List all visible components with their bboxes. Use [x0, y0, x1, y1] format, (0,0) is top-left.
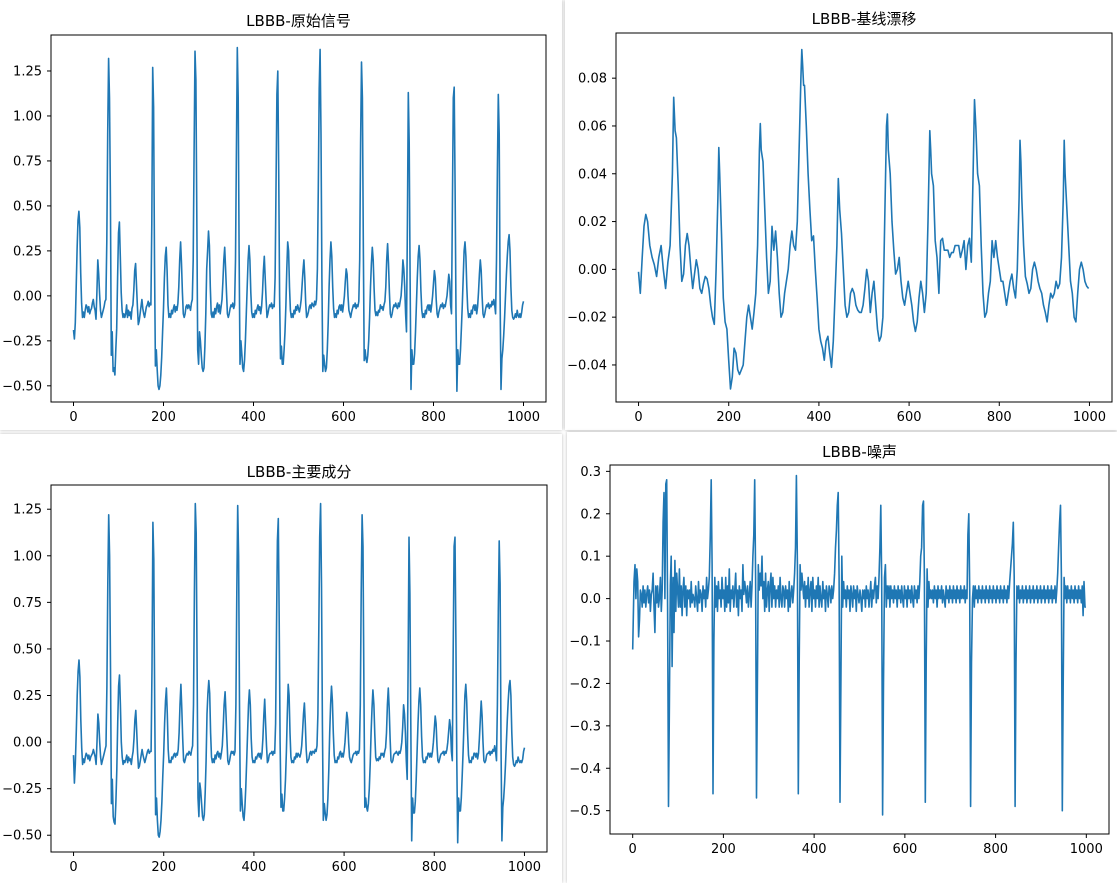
y-tick-label: −0.25	[2, 334, 42, 349]
x-tick-label: 1000	[1070, 842, 1103, 857]
chart-raw-signal: LBBB-原始信号 0 200 400 600 800 1000 −0.50 −0.25 0.00…	[2, 12, 547, 425]
x-tick-label: 800	[983, 842, 1008, 857]
y-tick-label: 0.06	[578, 119, 607, 134]
x-tick-label: 600	[892, 842, 917, 857]
y-tick-label: 0.0	[580, 592, 601, 607]
y-tick-label: −0.1	[569, 635, 601, 650]
y-tick-label: 0.08	[578, 72, 607, 87]
chart-panel-noise: LBBB-噪声 0 200 400 600 800 1000 −0.5 −0.4 −0.3 −0.2…	[567, 432, 1117, 883]
x-tick-label: 800	[421, 410, 446, 425]
chart-title-noise: LBBB-噪声	[822, 443, 897, 461]
y-tick-label: 0.50	[13, 199, 42, 214]
plot-frame	[615, 32, 1113, 403]
chart-panel-main-component: LBBB-主要成分 0 200 400 600 800 1000 −0.50 −0.25 0.00…	[0, 434, 562, 883]
x-tick-label: 400	[802, 842, 827, 857]
plot-frame	[50, 484, 548, 853]
x-tick-label: 200	[716, 410, 741, 425]
chart-title-main-component: LBBB-主要成分	[247, 463, 352, 481]
y-tick-label: 0.25	[13, 689, 42, 704]
x-tick-label: 800	[422, 860, 447, 875]
y-tick-label: −0.5	[569, 804, 601, 819]
x-tick-label: 800	[987, 410, 1012, 425]
x-tick-label: 400	[241, 410, 266, 425]
x-tick-label: 0	[634, 410, 642, 425]
y-tick-label: 1.00	[13, 549, 42, 564]
x-tick-label: 600	[331, 410, 356, 425]
plot-frame	[50, 34, 547, 403]
x-tick-label: 400	[241, 860, 266, 875]
y-tick-label: −0.04	[567, 358, 607, 373]
y-tick-label: 0.3	[580, 465, 601, 480]
y-tick-label: −0.02	[567, 311, 607, 326]
y-tick-label: −0.50	[2, 379, 42, 394]
y-tick-label: −0.50	[2, 829, 42, 844]
y-tick-label: 0.75	[13, 596, 42, 611]
series-line-baseline-drift	[637, 48, 1090, 390]
y-tick-label: 1.25	[13, 503, 42, 518]
y-tick-label: −0.3	[569, 719, 601, 734]
y-tick-label: 0.25	[13, 244, 42, 259]
x-tick-label: 200	[151, 410, 176, 425]
series-line-noise	[631, 474, 1086, 816]
y-tick-label: 1.25	[13, 64, 42, 79]
chart-panel-raw-signal: LBBB-原始信号 0 200 400 600 800 1000 −0.50 −0.25 0.00…	[0, 0, 562, 430]
x-tick-label: 200	[151, 860, 176, 875]
chart-title-raw-signal: LBBB-原始信号	[246, 12, 351, 30]
y-tick-label: 0.00	[13, 736, 42, 751]
y-tick-label: 0.1	[580, 550, 601, 565]
x-tick-label: 0	[69, 860, 77, 875]
x-tick-label: 1000	[508, 860, 541, 875]
y-tick-label: 0.75	[13, 154, 42, 169]
plot-frame	[609, 464, 1110, 835]
x-tick-label: 200	[711, 842, 736, 857]
x-tick-label: 600	[897, 410, 922, 425]
y-tick-label: 0.00	[13, 289, 42, 304]
y-tick-label: 0.2	[580, 507, 601, 522]
series-line-main-component	[72, 502, 526, 844]
series-line-raw-signal	[72, 46, 525, 393]
x-tick-label: 1000	[507, 410, 540, 425]
x-tick-label: 0	[69, 410, 77, 425]
y-tick-label: −0.4	[569, 762, 601, 777]
chart-panel-baseline-drift: LBBB-基线漂移 0 200 400 600 800 1000 −0.04 −0.02 0.00…	[565, 0, 1117, 430]
x-tick-label: 0	[629, 842, 637, 857]
y-tick-label: −0.2	[569, 677, 601, 692]
x-tick-label: 1000	[1073, 410, 1106, 425]
y-tick-label: 0.50	[13, 642, 42, 657]
y-tick-label: 0.02	[578, 215, 607, 230]
chart-main-component: LBBB-主要成分 0 200 400 600 800 1000 −0.50 −0.25 0.00…	[2, 463, 548, 875]
chart-title-baseline-drift: LBBB-基线漂移	[812, 10, 917, 28]
chart-baseline-drift: LBBB-基线漂移 0 200 400 600 800 1000 −0.04 −0.02 0.00…	[567, 10, 1113, 425]
y-tick-label: 0.04	[578, 167, 607, 182]
x-tick-label: 400	[806, 410, 831, 425]
y-tick-label: −0.25	[2, 782, 42, 797]
x-tick-label: 600	[332, 860, 357, 875]
y-tick-label: 0.00	[578, 263, 607, 278]
chart-noise: LBBB-噪声 0 200 400 600 800 1000 −0.5 −0.4 −0.3 −0.2…	[569, 443, 1110, 857]
y-tick-label: 1.00	[13, 109, 42, 124]
